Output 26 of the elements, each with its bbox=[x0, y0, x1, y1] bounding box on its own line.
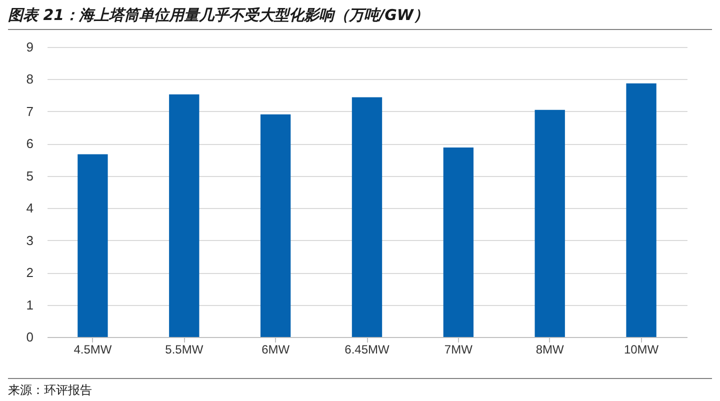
y-tick-label: 2 bbox=[26, 265, 34, 280]
x-tick-label: 6MW bbox=[262, 342, 290, 356]
x-tick-label: 6.45MW bbox=[344, 342, 390, 356]
x-tick-label: 7MW bbox=[444, 342, 474, 356]
y-tick-label: 8 bbox=[26, 72, 34, 87]
bar bbox=[169, 94, 200, 337]
y-tick-label: 6 bbox=[26, 136, 34, 152]
bar bbox=[534, 110, 565, 337]
x-tick-label: 10MW bbox=[624, 342, 660, 356]
bar bbox=[352, 97, 382, 337]
y-tick-label: 4 bbox=[26, 200, 34, 216]
x-tick-label: 5.5MW bbox=[165, 342, 204, 356]
y-tick-label: 0 bbox=[26, 330, 34, 344]
y-tick-label: 5 bbox=[26, 168, 34, 184]
source-note: 来源：环评报告 bbox=[8, 378, 712, 399]
x-tick-label: 8MW bbox=[536, 342, 565, 356]
y-tick-label: 9 bbox=[26, 40, 34, 54]
y-tick-label: 3 bbox=[26, 232, 34, 248]
bar bbox=[78, 154, 108, 337]
y-tick-label: 7 bbox=[26, 104, 34, 119]
x-tick-label: 4.5MW bbox=[74, 342, 112, 356]
chart-title: 图表 21：海上塔筒单位用量几乎不受大型化影响（万吨/GW） bbox=[8, 6, 712, 30]
bar bbox=[443, 148, 474, 337]
y-tick-label: 1 bbox=[26, 297, 34, 312]
bar bbox=[260, 114, 291, 337]
bar bbox=[626, 83, 656, 337]
